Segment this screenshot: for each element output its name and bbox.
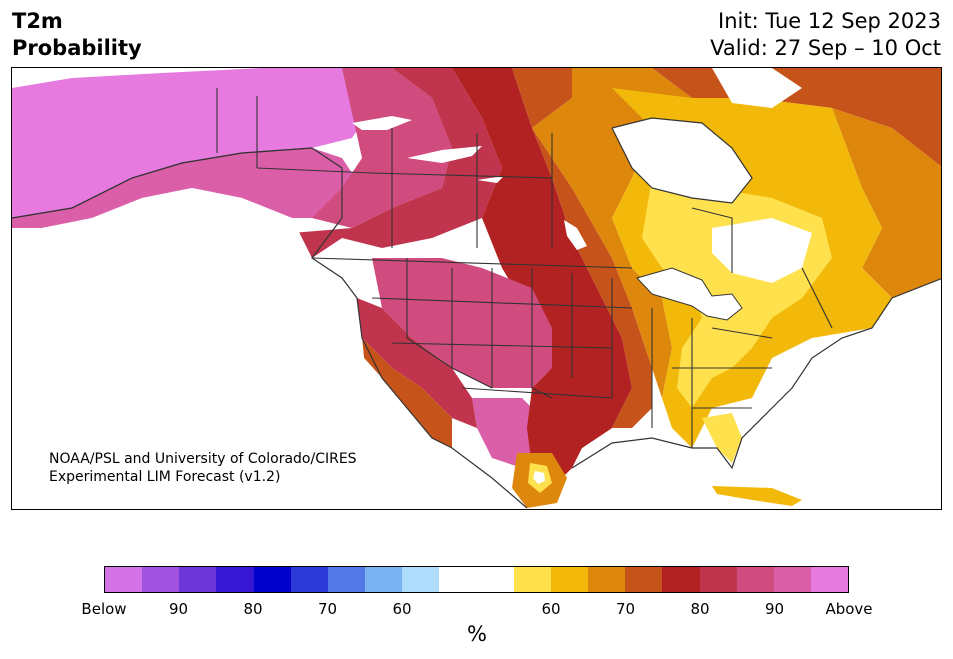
colorbar-cell <box>662 567 700 592</box>
colorbar-tick-label: 90 <box>764 600 785 618</box>
region-alaska-above <box>12 68 372 218</box>
colorbar-cell <box>402 567 440 592</box>
region-west-us <box>372 258 552 388</box>
colorbar-tick-label: Above <box>825 600 873 618</box>
region-quebec-neutral <box>712 218 812 283</box>
colorbar-cell <box>179 567 217 592</box>
colorbar-cell <box>327 567 366 592</box>
colorbar-tick-label: 60 <box>541 600 561 618</box>
colorbar-cell <box>810 567 849 592</box>
region-westcoast-crimson <box>357 298 477 428</box>
data-credit: NOAA/PSL and University of Colorado/CIRE… <box>49 450 357 486</box>
region-florida-yellow <box>702 413 742 463</box>
region-baja-rust <box>362 338 452 448</box>
colorbar-cell <box>439 567 477 592</box>
region-alaska-south <box>12 148 362 228</box>
region-cuba <box>712 486 802 506</box>
colorbar-cell <box>105 567 143 592</box>
ocean-gulf <box>572 438 722 498</box>
forecast-dates: Init: Tue 12 Sep 2023 Valid: 27 Sep – 10… <box>710 8 941 62</box>
colorbar-cell <box>625 567 663 592</box>
title-line-1: T2m <box>12 9 63 33</box>
region-east-orange <box>832 108 941 298</box>
colorbar-cell <box>290 567 328 592</box>
init-date: Init: Tue 12 Sep 2023 <box>718 9 941 33</box>
lake-athabasca <box>477 176 504 183</box>
region-central-red <box>452 68 632 448</box>
credit-line-2: Experimental LIM Forecast (v1.2) <box>49 469 281 485</box>
colorbar-cell <box>513 567 551 592</box>
colorbar-tick-label: 90 <box>168 600 189 618</box>
colorbar-cell <box>365 567 403 592</box>
colorbar <box>104 566 849 593</box>
colorbar-tick-label: Below <box>81 600 127 618</box>
ocean-atlantic <box>693 278 941 509</box>
ocean-pacific <box>12 188 527 509</box>
colorbar-cell <box>550 567 589 592</box>
valid-period: Valid: 27 Sep – 10 Oct <box>710 36 941 60</box>
colorbar-cell <box>216 567 254 592</box>
coastline <box>12 117 941 509</box>
colorbar-unit: % <box>467 622 487 646</box>
region-hudson-bay <box>612 118 752 203</box>
region-canada-west <box>312 68 452 228</box>
lake-great-slave <box>352 116 412 130</box>
region-mexico-pink <box>472 398 542 468</box>
lake-winnipeg <box>564 220 587 250</box>
colorbar-tick-label: 70 <box>615 600 636 618</box>
region-mexico-core <box>533 471 545 484</box>
title-line-2: Probability <box>12 36 142 60</box>
north-america-map <box>12 68 941 509</box>
colorbar-cell <box>699 567 737 592</box>
colorbar-tick-label: 70 <box>317 600 338 618</box>
region-arctic-neutral <box>712 68 802 108</box>
colorbar-cell <box>476 567 514 592</box>
colorbar-cell <box>142 567 180 592</box>
lake-great-bear <box>407 146 482 163</box>
colorbar-tick-label: 80 <box>243 600 263 618</box>
region-canada-crimson <box>292 68 502 258</box>
colorbar-tick-label: 80 <box>690 600 710 618</box>
colorbar-cell <box>253 567 291 592</box>
colorbar-cell <box>588 567 626 592</box>
great-lakes <box>636 267 743 321</box>
region-ne-rust <box>652 68 941 167</box>
colorbar-tick-label: 60 <box>392 600 412 618</box>
colorbar-cell <box>736 567 774 592</box>
map-panel <box>11 67 942 510</box>
credit-line-1: NOAA/PSL and University of Colorado/CIRE… <box>49 451 357 467</box>
map-title: T2m Probability <box>12 8 142 62</box>
colorbar-cell <box>773 567 811 592</box>
